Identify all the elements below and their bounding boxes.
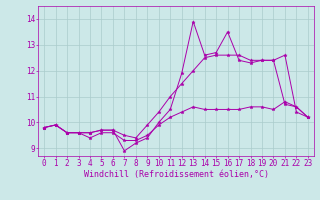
X-axis label: Windchill (Refroidissement éolien,°C): Windchill (Refroidissement éolien,°C) [84,170,268,179]
